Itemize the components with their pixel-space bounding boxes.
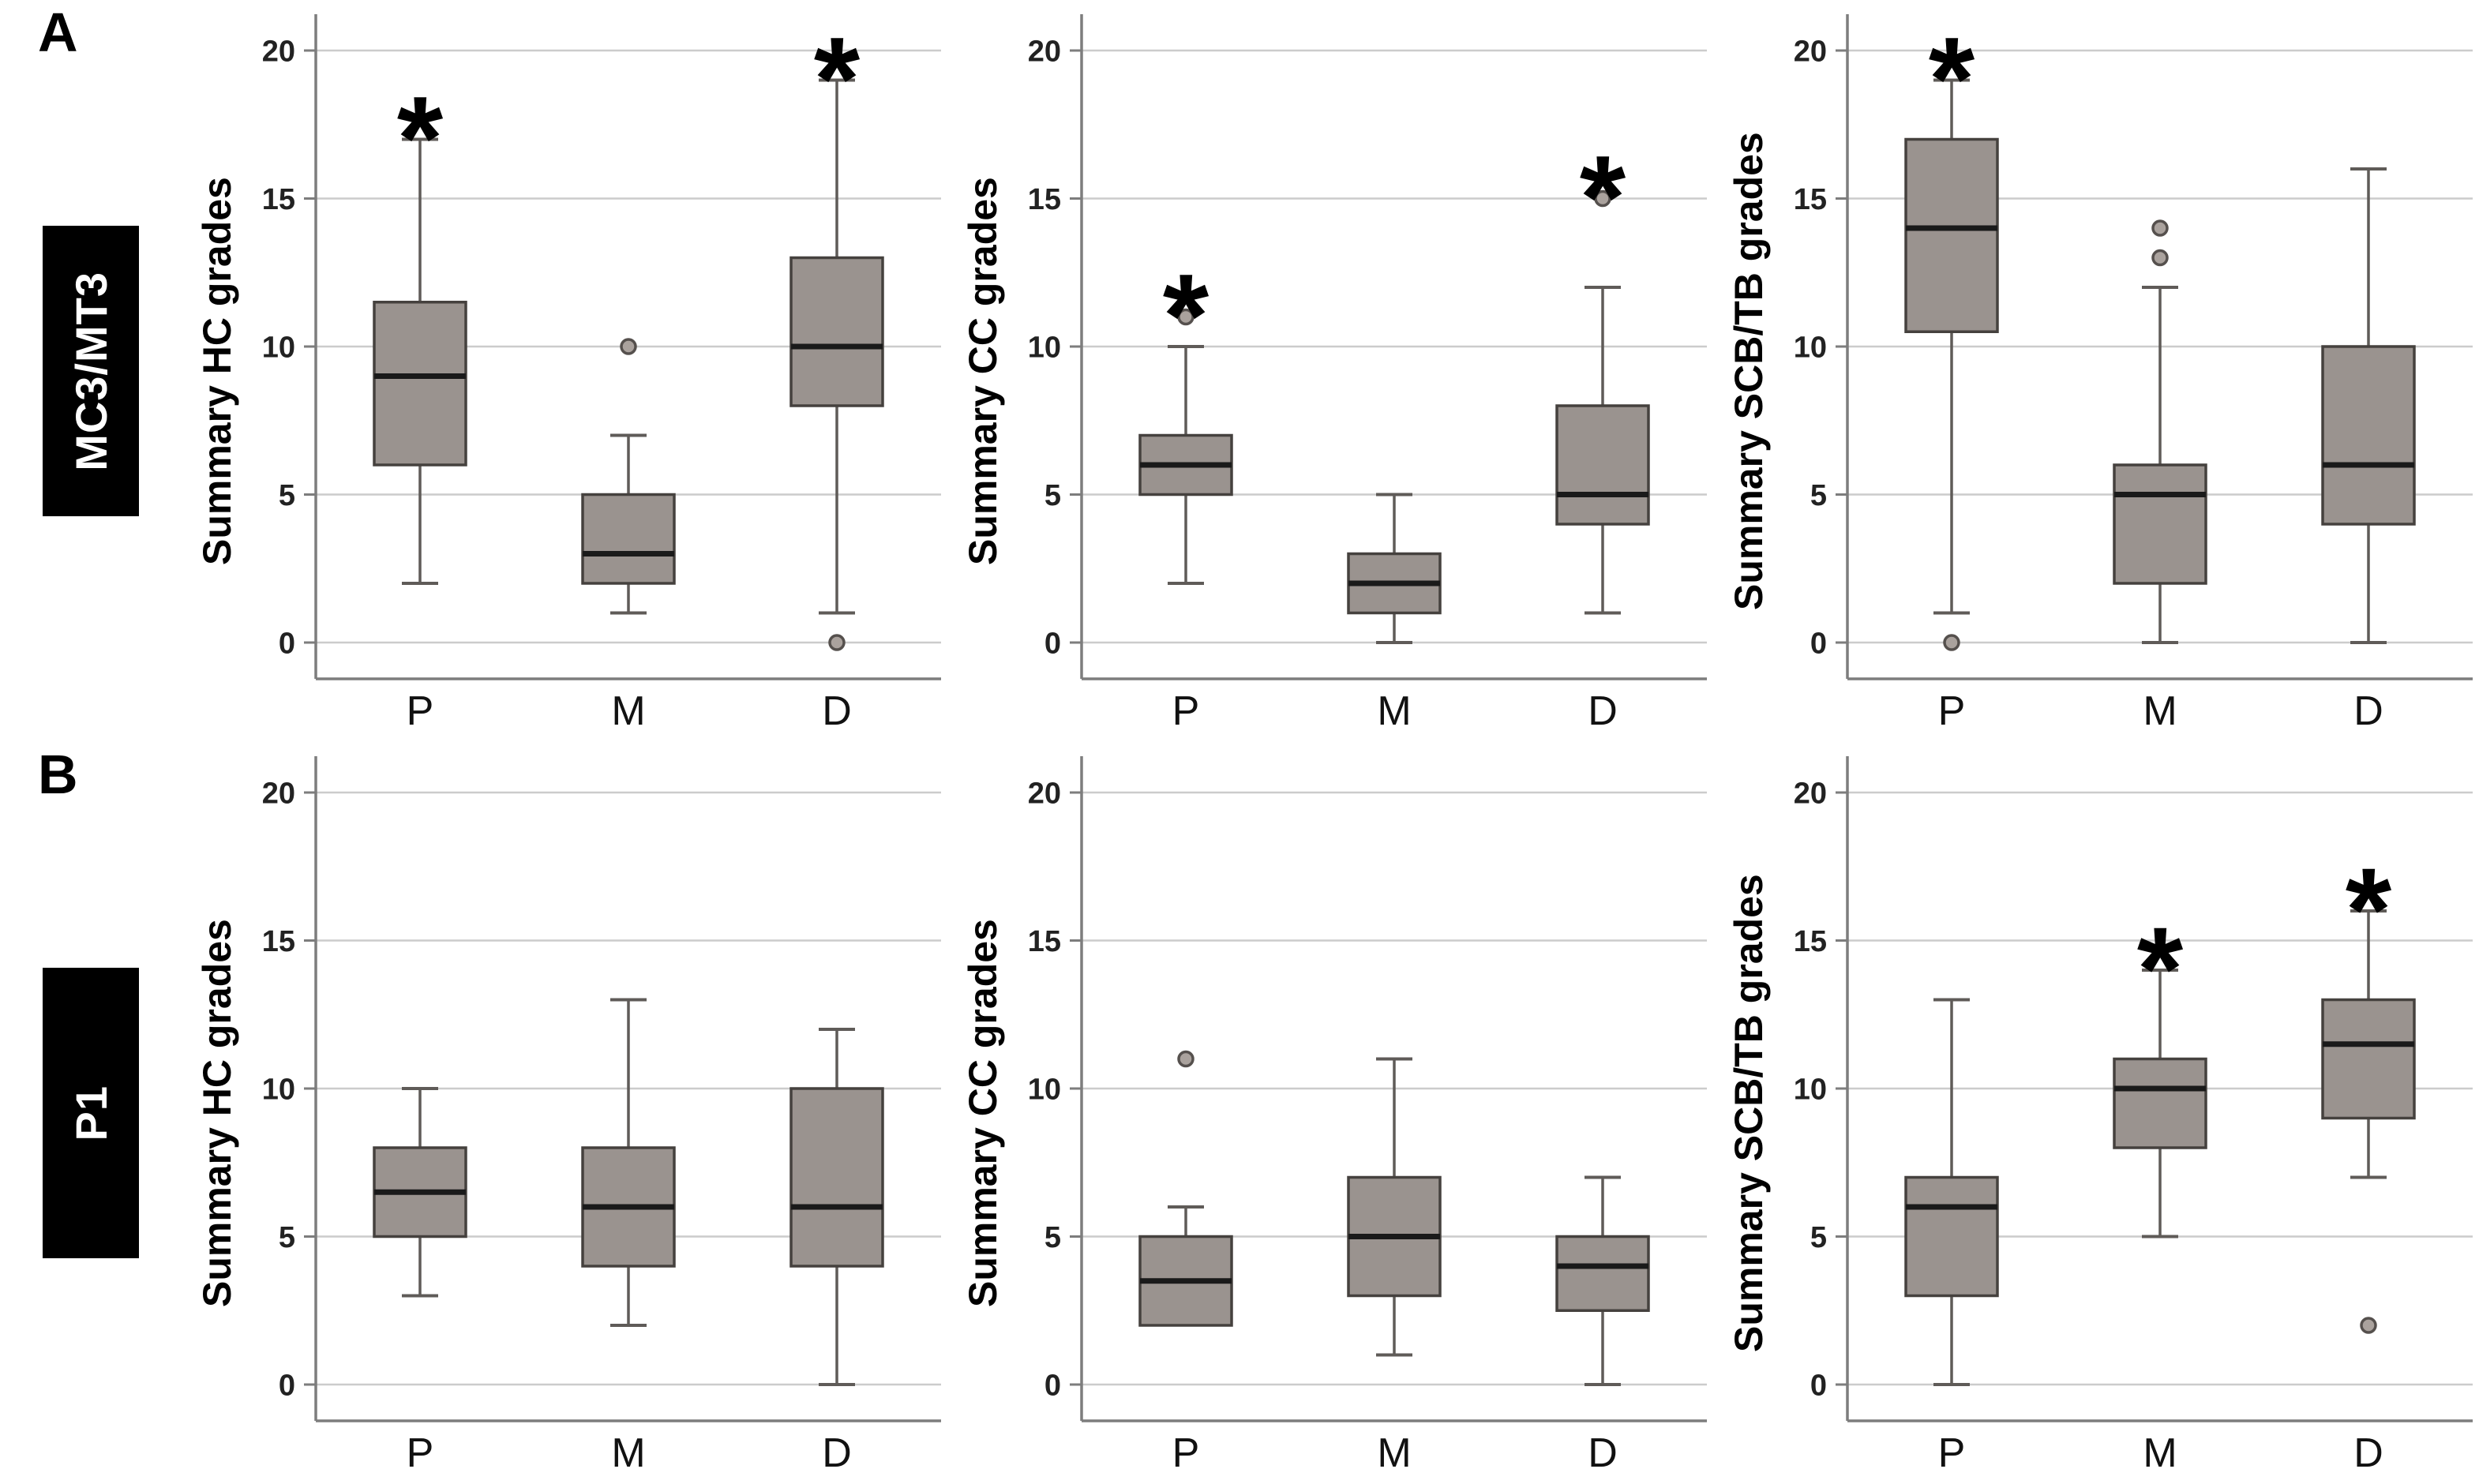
y-axis-label: Summary CC grades bbox=[961, 177, 1005, 565]
chart-b-cc: Summary CC grades 0 5 10 15 20 P M D bbox=[947, 742, 1713, 1484]
svg-text:P: P bbox=[1172, 1430, 1200, 1476]
svg-text:10: 10 bbox=[262, 332, 295, 365]
boxplot-svg-a-cc: 0 5 10 15 20 * P M * D bbox=[1028, 14, 1707, 734]
svg-text:5: 5 bbox=[1810, 479, 1827, 512]
svg-text:M: M bbox=[2143, 688, 2177, 734]
svg-text:D: D bbox=[822, 688, 852, 734]
panel-letter-a: A bbox=[38, 2, 78, 63]
y-axis-label: Summary HC grades bbox=[195, 919, 239, 1307]
svg-text:20: 20 bbox=[1028, 36, 1061, 69]
svg-text:15: 15 bbox=[1028, 925, 1061, 958]
svg-text:D: D bbox=[1588, 1430, 1618, 1476]
svg-text:10: 10 bbox=[1794, 1074, 1827, 1107]
figure-row-b: B P1 Summary HC grades 0 5 10 15 20 P M D Summa… bbox=[0, 742, 2479, 1484]
svg-text:D: D bbox=[822, 1430, 852, 1476]
svg-text:M: M bbox=[2143, 1430, 2177, 1476]
svg-text:15: 15 bbox=[1794, 183, 1827, 216]
figure-row-a: A MC3/MT3 Summary HC grades 0 5 10 15 20 * P M *… bbox=[0, 0, 2479, 742]
svg-text:*: * bbox=[1929, 13, 1975, 145]
svg-text:5: 5 bbox=[279, 1221, 295, 1254]
row-label-text: P1 bbox=[66, 1085, 116, 1141]
svg-text:P: P bbox=[407, 1430, 434, 1476]
boxplot-svg-b-scbtb: 0 5 10 15 20 P * M * D bbox=[1794, 756, 2473, 1476]
svg-text:20: 20 bbox=[1794, 36, 1827, 69]
svg-text:20: 20 bbox=[262, 36, 295, 69]
svg-text:15: 15 bbox=[262, 925, 295, 958]
svg-text:M: M bbox=[1377, 688, 1411, 734]
svg-text:*: * bbox=[2346, 843, 2392, 976]
svg-text:5: 5 bbox=[279, 479, 295, 512]
chart-a-cc: Summary CC grades 0 5 10 15 20 * P M * D bbox=[947, 0, 1713, 742]
svg-text:15: 15 bbox=[1028, 183, 1061, 216]
y-axis-label: Summary SCB/TB grades bbox=[1727, 874, 1771, 1352]
svg-text:*: * bbox=[397, 72, 444, 204]
svg-text:*: * bbox=[814, 13, 861, 145]
boxplot-svg-a-hc: 0 5 10 15 20 * P M * D bbox=[262, 13, 941, 734]
svg-text:D: D bbox=[2353, 688, 2383, 734]
svg-text:5: 5 bbox=[1810, 1221, 1827, 1254]
chart-a-hc: Summary HC grades 0 5 10 15 20 * P M * D bbox=[182, 0, 947, 742]
boxplot-svg-b-cc: 0 5 10 15 20 P M D bbox=[1028, 756, 1707, 1476]
y-axis-label: Summary CC grades bbox=[961, 919, 1005, 1307]
svg-text:5: 5 bbox=[1044, 1221, 1061, 1254]
svg-text:20: 20 bbox=[1028, 778, 1061, 811]
svg-text:0: 0 bbox=[279, 1370, 295, 1403]
panel-letter-b: B bbox=[38, 744, 78, 805]
svg-text:M: M bbox=[611, 1430, 645, 1476]
svg-text:20: 20 bbox=[262, 778, 295, 811]
svg-text:M: M bbox=[611, 688, 645, 734]
svg-text:15: 15 bbox=[262, 183, 295, 216]
row-b-header: B P1 bbox=[0, 742, 182, 1484]
svg-text:P: P bbox=[1172, 688, 1200, 734]
svg-text:0: 0 bbox=[279, 628, 295, 661]
svg-text:0: 0 bbox=[1044, 1370, 1061, 1403]
svg-text:P: P bbox=[1938, 688, 1966, 734]
svg-text:5: 5 bbox=[1044, 479, 1061, 512]
svg-text:P: P bbox=[1938, 1430, 1966, 1476]
svg-text:*: * bbox=[1580, 131, 1626, 264]
chart-b-scbtb: Summary SCB/TB grades 0 5 10 15 20 P * M * D bbox=[1713, 742, 2479, 1484]
svg-text:10: 10 bbox=[1028, 1074, 1061, 1107]
y-axis-label: Summary HC grades bbox=[195, 177, 239, 565]
svg-text:0: 0 bbox=[1810, 1370, 1827, 1403]
row-label-box-mc3mt3: MC3/MT3 bbox=[43, 226, 139, 516]
svg-text:D: D bbox=[1588, 688, 1618, 734]
svg-text:20: 20 bbox=[1794, 778, 1827, 811]
row-label-text: MC3/MT3 bbox=[66, 271, 116, 471]
svg-text:15: 15 bbox=[1794, 925, 1827, 958]
svg-text:10: 10 bbox=[1028, 332, 1061, 365]
chart-b-hc: Summary HC grades 0 5 10 15 20 P M D bbox=[182, 742, 947, 1484]
svg-text:D: D bbox=[2353, 1430, 2383, 1476]
svg-text:0: 0 bbox=[1044, 628, 1061, 661]
svg-text:0: 0 bbox=[1810, 628, 1827, 661]
y-axis-label: Summary SCB/TB grades bbox=[1727, 132, 1771, 610]
row-label-box-p1: P1 bbox=[43, 968, 139, 1258]
chart-a-scbtb: Summary SCB/TB grades 0 5 10 15 20 * P M D bbox=[1713, 0, 2479, 742]
svg-text:P: P bbox=[407, 688, 434, 734]
boxplot-svg-b-hc: 0 5 10 15 20 P M D bbox=[262, 756, 941, 1476]
svg-text:10: 10 bbox=[262, 1074, 295, 1107]
svg-text:10: 10 bbox=[1794, 332, 1827, 365]
svg-text:*: * bbox=[2137, 902, 2184, 1035]
svg-text:M: M bbox=[1377, 1430, 1411, 1476]
row-a-header: A MC3/MT3 bbox=[0, 0, 182, 742]
boxplot-svg-a-scbtb: 0 5 10 15 20 * P M D bbox=[1794, 13, 2473, 734]
svg-text:*: * bbox=[1163, 249, 1209, 382]
